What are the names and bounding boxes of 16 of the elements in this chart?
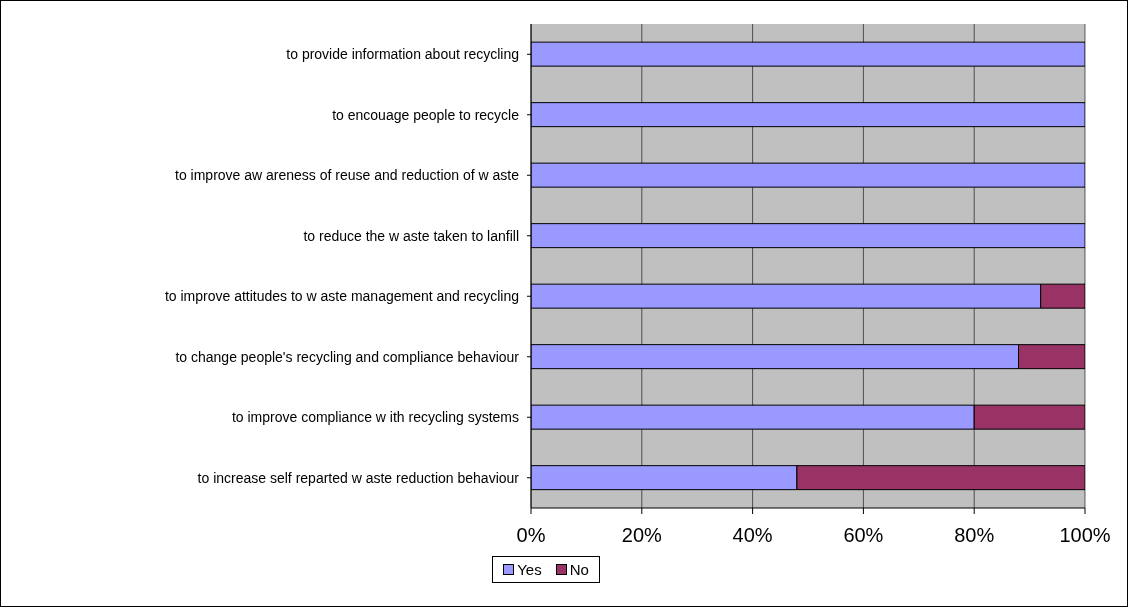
- x-tick-label: 100%: [1059, 524, 1111, 547]
- y-tick-label: to reduce the w aste taken to lanfill: [303, 227, 519, 244]
- y-tick-label: to change people's recycling and compliance behaviour: [175, 348, 520, 365]
- legend-label: No: [569, 561, 589, 578]
- x-tick-label: 20%: [621, 524, 663, 547]
- y-tick-label: to improve compliance w ith recycling systems: [231, 409, 519, 426]
- y-tick-label: to encouage people to recycle: [332, 106, 520, 123]
- y-tick-label: to improve attitudes to w aste management and recycling: [164, 288, 519, 305]
- y-tick-label: to increase self reparted w aste reduction behaviour: [197, 469, 520, 486]
- legend-label: Yes: [517, 561, 542, 578]
- x-tick-label: 40%: [732, 524, 773, 547]
- y-tick-label: to improve aw areness of reuse and reduction of w aste: [175, 167, 520, 184]
- x-tick-label: 80%: [954, 524, 995, 547]
- y-tick-label: to provide information about recycling: [286, 46, 519, 63]
- x-tick-label: 60%: [843, 524, 884, 547]
- x-tick-label: 0%: [516, 524, 546, 547]
